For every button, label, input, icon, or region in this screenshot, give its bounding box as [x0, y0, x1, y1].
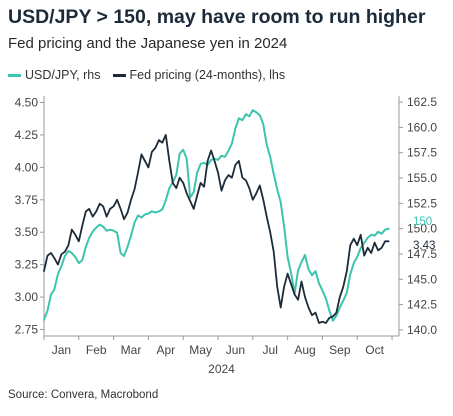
x-tick-label: Oct	[365, 343, 384, 357]
left-tick-label: 2.75	[15, 323, 39, 337]
right-tick-label: 162.5	[407, 95, 437, 109]
legend-item-fed-pricing: Fed pricing (24-months), lhs	[112, 68, 286, 82]
x-year-label: 2024	[208, 362, 235, 376]
series-line-fed-pricing	[43, 133, 390, 324]
right-tick-label: 155.0	[407, 171, 437, 185]
left-tick-label: 4.00	[15, 160, 39, 174]
x-tick-label: Jun	[226, 343, 245, 357]
legend-label-usdjpy: USD/JPY, rhs	[25, 68, 101, 82]
x-tick-label: Feb	[86, 343, 107, 357]
left-tick-label: 4.50	[15, 95, 39, 109]
legend-label-fed-pricing: Fed pricing (24-months), lhs	[129, 68, 286, 82]
right-tick-label: 150.0	[407, 222, 437, 236]
x-tick-label: May	[189, 343, 212, 357]
chart-subtitle: Fed pricing and the Japanese yen in 2024	[8, 35, 288, 52]
x-tick-label: Aug	[294, 343, 315, 357]
right-tick-label: 145.0	[407, 272, 437, 286]
left-tick-label: 3.75	[15, 193, 39, 207]
chart-axes	[40, 96, 403, 340]
x-tick-label: Apr	[156, 343, 175, 357]
chart-title: USD/JPY > 150, may have room to run high…	[8, 6, 426, 28]
left-tick-label: 4.25	[15, 128, 39, 142]
x-tick-label: Sep	[329, 343, 351, 357]
legend-item-usdjpy: USD/JPY, rhs	[8, 68, 101, 82]
right-tick-label: 160.0	[407, 120, 437, 134]
left-tick-label: 3.25	[15, 258, 39, 272]
end-label-usdjpy: 150	[413, 216, 432, 228]
x-tick-label: Mar	[121, 343, 142, 357]
chart-source: Source: Convera, Macrobond	[8, 389, 159, 401]
chart-tick-labels: 2.75 3.00 3.25 3.50 3.75 4.00 4.25 4.50 140.0 142…	[15, 95, 438, 376]
x-tick-label: Jul	[263, 343, 278, 357]
left-tick-label: 3.50	[15, 225, 39, 239]
right-tick-label: 142.5	[407, 298, 437, 312]
right-tick-label: 152.5	[407, 196, 437, 210]
right-tick-label: 140.0	[407, 323, 437, 337]
chart-series	[43, 109, 390, 324]
right-tick-label: 157.5	[407, 146, 437, 160]
series-line-usdjpy	[43, 109, 390, 322]
x-tick-label: Jan	[52, 343, 71, 357]
right-tick-label: 147.5	[407, 247, 437, 261]
end-label-fed-pricing: 3.43	[413, 240, 435, 252]
left-tick-label: 3.00	[15, 290, 39, 304]
legend-swatch-usdjpy	[8, 73, 21, 77]
legend-swatch-fed-pricing	[112, 73, 126, 77]
chart-legend: USD/JPY, rhs Fed pricing (24-months), lh…	[8, 68, 297, 82]
